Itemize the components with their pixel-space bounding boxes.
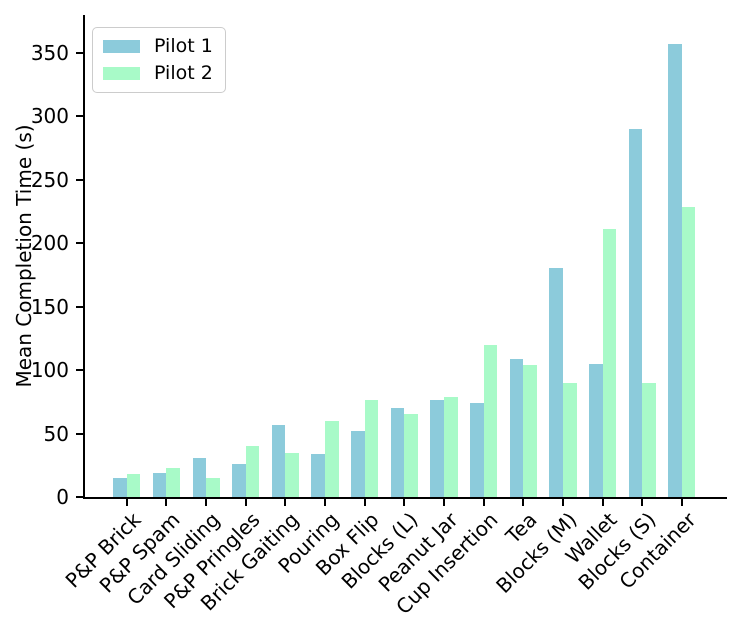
bar-pilot-1-tea [509,358,524,497]
bar-pilot-2-container [681,207,696,497]
y-tick-mark [76,115,83,117]
x-tick-mark [403,499,406,506]
bar-pilot-1-blocks-m [549,268,563,497]
bar-pilot-1-card-sliding [192,457,207,497]
y-tick-mark [76,242,83,244]
x-tick-mark [561,499,564,506]
y-tick-mark [76,178,83,181]
y-tick-label: 0 [56,485,69,509]
y-tick-label: 250 [30,167,69,192]
bar-pilot-2-cup-insertion [483,344,498,497]
x-tick-mark [324,499,327,506]
x-tick-mark [165,499,168,506]
bar-pilot-1-p-p-brick [113,477,127,497]
y-tick-label: 350 [30,40,69,65]
bar-pilot-2-tea [523,364,537,497]
x-tick-mark [363,499,366,506]
bar-pilot-1-p-p-spam [152,472,167,497]
y-axis-title: Mean Completion Time (s) [12,124,36,388]
bar-pilot-2-card-sliding [206,477,220,497]
y-tick-mark [76,305,83,308]
y-tick-mark [76,369,83,371]
x-tick-mark [680,499,683,506]
bar-pilot-2-blocks-m [562,382,577,497]
bar-pilot-1-pouring [311,453,326,497]
bar-pilot-2-brick-gaiting [285,452,299,497]
bar-pilot-1-blocks-l [390,408,405,497]
bar-pilot-1-wallet [589,363,603,497]
bar-pilot-2-p-p-spam [166,467,181,497]
y-tick-label: 100 [30,358,69,382]
bar-pilot-1-peanut-jar [430,400,444,497]
bar-pilot-1-cup-insertion [470,403,484,497]
bar-pilot-1-box-flip [351,430,365,497]
x-tick-mark [443,499,445,506]
bar-pilot-1-p-p-pringles [232,463,246,497]
bar-pilot-2-p-p-brick [126,474,141,497]
x-axis-spine [83,497,727,499]
y-tick-mark [76,496,83,498]
y-tick-label: 150 [30,294,69,319]
legend-item-pilot-2: Pilot 2 [103,62,213,85]
x-tick-mark [641,499,644,506]
y-axis-spine [83,15,85,499]
bar-pilot-2-pouring [325,420,339,497]
x-tick-mark [244,499,247,506]
x-tick-mark [284,499,287,506]
plot-area: 0 50 100 150 200 250 300 350 P&P Brick P&P Spam C… [31,15,727,619]
y-tick-mark [76,432,83,435]
x-tick-mark [601,499,604,506]
y-tick-mark [76,51,83,54]
legend: Pilot 1 Pilot 2 [92,27,226,93]
x-tick-mark [482,499,485,506]
bar-pilot-2-blocks-l [404,414,418,497]
bar-pilot-1-container [668,43,682,497]
y-tick-label: 200 [30,231,69,255]
x-tick-mark [522,499,525,506]
legend-item-pilot-1: Pilot 1 [103,35,213,58]
x-tick-mark [125,499,128,506]
bar-pilot-1-blocks-s [628,128,643,497]
legend-label-pilot-2: Pilot 2 [154,61,213,84]
legend-swatch-pilot-2-icon [103,66,140,80]
x-tick-mark [205,499,208,506]
legend-label-pilot-1: Pilot 1 [154,35,213,57]
bar-pilot-2-p-p-pringles [245,446,260,497]
bar-pilot-2-box-flip [364,400,379,497]
bar-pilot-2-wallet [602,229,617,497]
legend-swatch-pilot-1-icon [103,39,140,53]
bar-pilot-1-brick-gaiting [271,424,286,497]
y-tick-label: 300 [30,104,69,128]
y-tick-label: 50 [43,421,69,446]
bar-pilot-2-blocks-s [642,382,656,497]
bar-pilot-2-peanut-jar [444,396,458,497]
